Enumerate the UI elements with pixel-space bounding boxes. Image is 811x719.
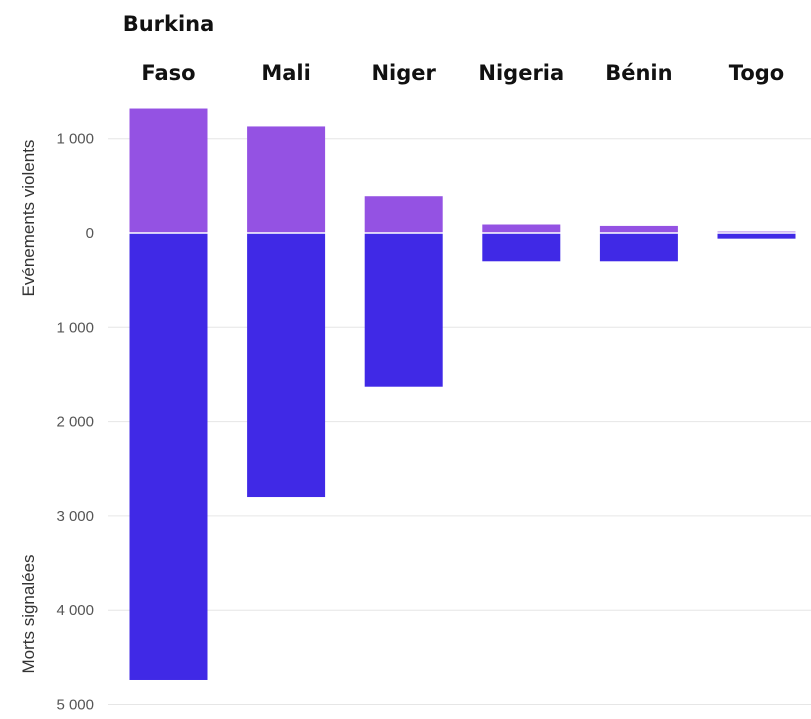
y-tick-label: 5 000 <box>56 697 94 714</box>
category-label: Burkina <box>123 12 215 36</box>
bar-events <box>129 108 208 233</box>
y-tick-label: 1 000 <box>56 131 94 148</box>
bar-deaths <box>129 233 208 680</box>
category-label: Bénin <box>605 61 672 85</box>
bar-events <box>364 196 443 233</box>
y-tick-labels: 1 000 0 1 000 2 000 3 000 4 000 5 000 <box>56 131 94 714</box>
bar-deaths <box>482 233 561 262</box>
category-label: Mali <box>261 61 310 85</box>
y-axis-title-deaths: Morts signalées <box>19 554 38 673</box>
bar-deaths <box>247 233 326 498</box>
y-tick-label: 2 000 <box>56 414 94 431</box>
y-tick-label: 4 000 <box>56 602 94 619</box>
bar-events <box>599 225 678 233</box>
category-labels: Burkina Faso Mali Niger Nigeria Bénin Togo <box>123 12 785 85</box>
bar-deaths <box>364 233 443 387</box>
bars <box>108 108 811 680</box>
category-label: Togo <box>729 61 784 85</box>
bar-events <box>247 126 326 233</box>
y-tick-label: 0 <box>86 225 94 242</box>
bar-deaths <box>599 233 678 262</box>
category-label: Niger <box>371 61 436 85</box>
bar-events <box>482 224 561 233</box>
category-label: Nigeria <box>478 61 564 85</box>
bar-deaths <box>717 233 796 239</box>
y-tick-label: 1 000 <box>56 319 94 336</box>
y-axis-title-events: Evénements violents <box>19 140 38 297</box>
grid-lines <box>108 138 811 705</box>
category-label: Faso <box>141 61 195 85</box>
y-tick-label: 3 000 <box>56 508 94 525</box>
